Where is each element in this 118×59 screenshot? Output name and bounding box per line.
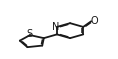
Text: N: N	[52, 22, 59, 32]
Text: O: O	[90, 16, 98, 26]
Text: S: S	[26, 29, 32, 39]
